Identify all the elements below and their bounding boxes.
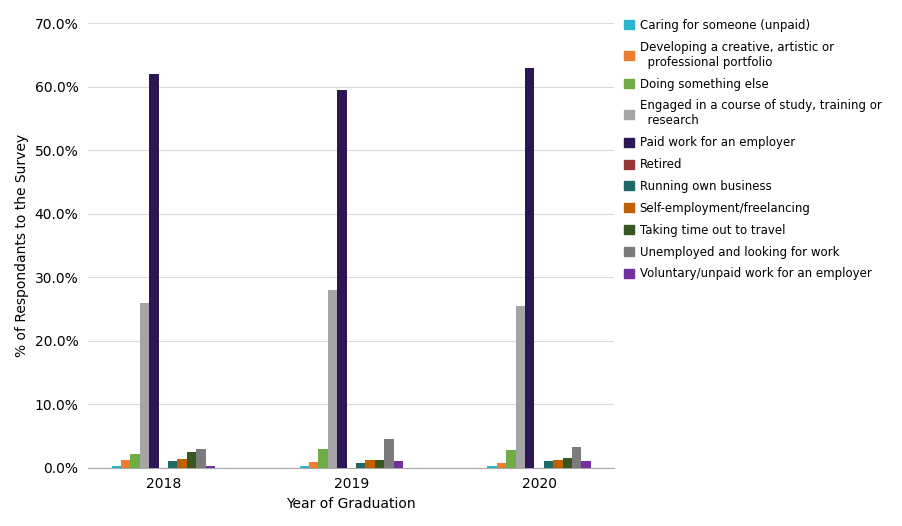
Bar: [562, 458, 572, 468]
Bar: [121, 460, 130, 468]
Y-axis label: % of Respondants to the Survey: % of Respondants to the Survey: [15, 134, 29, 357]
Bar: [336, 90, 346, 468]
Bar: [168, 461, 177, 468]
Bar: [355, 463, 365, 468]
Bar: [374, 460, 383, 468]
Bar: [177, 460, 187, 468]
Bar: [187, 452, 196, 468]
Bar: [515, 306, 524, 468]
Bar: [572, 448, 581, 468]
Bar: [112, 466, 121, 468]
Bar: [149, 74, 159, 468]
Bar: [299, 466, 308, 468]
Bar: [206, 466, 215, 468]
Bar: [487, 466, 496, 468]
Bar: [581, 461, 590, 468]
Bar: [393, 461, 402, 468]
Bar: [130, 454, 140, 468]
Bar: [524, 67, 534, 468]
Bar: [327, 290, 336, 468]
Bar: [553, 460, 562, 468]
Bar: [365, 460, 374, 468]
X-axis label: Year of Graduation: Year of Graduation: [286, 497, 416, 511]
Bar: [543, 461, 553, 468]
Bar: [140, 302, 149, 468]
Bar: [196, 449, 206, 468]
Bar: [318, 449, 327, 468]
Bar: [496, 463, 506, 468]
Bar: [308, 462, 318, 468]
Bar: [383, 439, 393, 468]
Legend: Caring for someone (unpaid), Developing a creative, artistic or
  professional p: Caring for someone (unpaid), Developing …: [619, 14, 885, 285]
Bar: [506, 450, 515, 468]
